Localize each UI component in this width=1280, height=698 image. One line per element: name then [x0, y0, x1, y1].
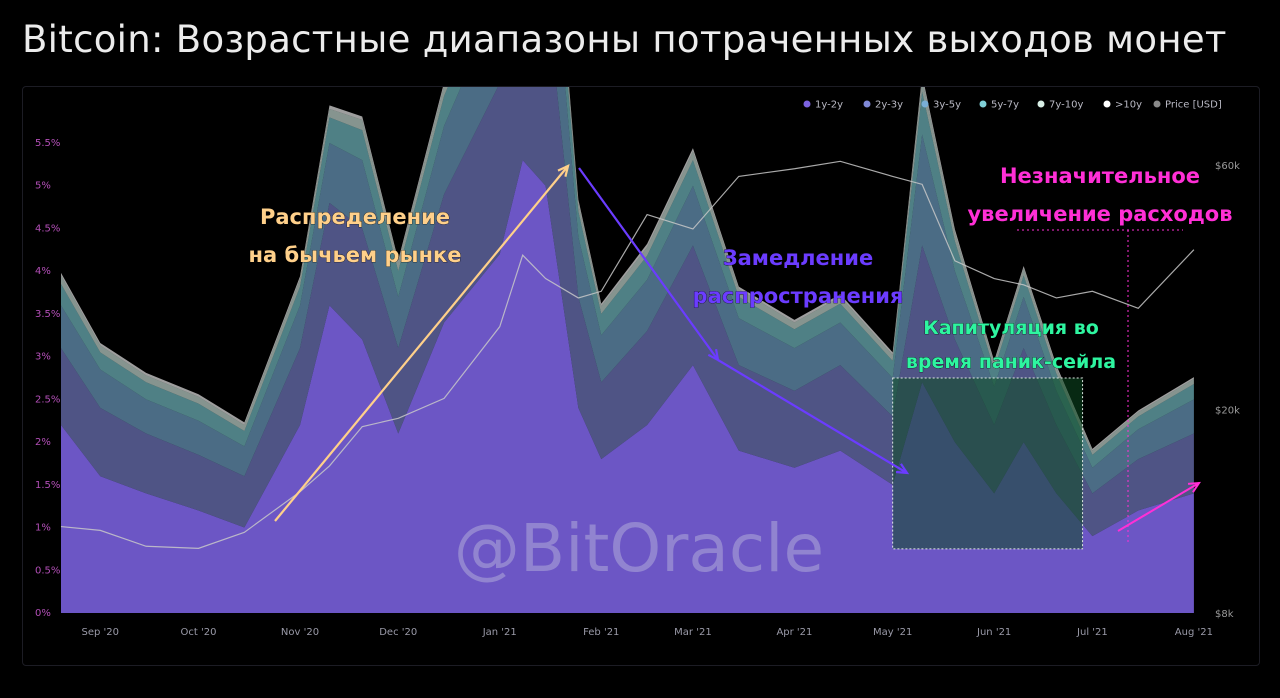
y-left-tick-label: 2.5%	[35, 394, 60, 405]
x-tick-label: Oct '20	[181, 627, 217, 638]
x-tick-label: Dec '20	[379, 627, 417, 638]
legend-label: 2y-3y	[875, 100, 903, 111]
y-left-tick-label: 3.5%	[35, 309, 60, 320]
legend-label: 3y-5y	[933, 100, 961, 111]
legend-label: 1y-2y	[815, 100, 843, 111]
legend-label: >10y	[1115, 100, 1142, 111]
legend-item[interactable]: 2y-3y	[863, 100, 904, 111]
legend-label: 5y-7y	[991, 100, 1019, 111]
legend-item[interactable]: >10y	[1103, 100, 1143, 111]
x-tick-label: Jan '21	[482, 627, 517, 638]
y-left-tick-label: 5.5%	[35, 138, 60, 149]
legend-item[interactable]: 7y-10y	[1037, 100, 1084, 111]
legend-item[interactable]: 1y-2y	[803, 100, 844, 111]
chart-panel: 0% 0.5% 1% 1.5% 2% 2.5% 3% 3.5% 4% 4.5% 5% 5.5% $8k $…	[22, 86, 1260, 666]
y-left-tick-label: 4%	[35, 266, 51, 277]
bull-distribution-arrow	[274, 164, 570, 522]
legend-label: Price [USD]	[1165, 100, 1222, 111]
x-tick-label: Jun '21	[976, 627, 1011, 638]
legend: 1y-2y 2y-3y 3y-5y 5y-7y 7y-10y >10y Price [USD…	[803, 100, 1222, 111]
y-left-tick-label: 2%	[35, 437, 51, 448]
capitulation-label-line-1: Капитуляция во	[923, 317, 1099, 339]
capitulation-highlight	[892, 377, 1084, 550]
area-3y5y-layer	[61, 87, 1194, 494]
x-tick-label: May '21	[873, 627, 912, 638]
chart-svg: 0% 0.5% 1% 1.5% 2% 2.5% 3% 3.5% 4% 4.5% 5% 5.5% $8k $…	[35, 87, 1240, 638]
x-tick-label: Feb '21	[583, 627, 619, 638]
capitulation-box	[892, 377, 1084, 550]
x-tick-label: Nov '20	[281, 627, 319, 638]
watermark: @BitOracle	[454, 510, 824, 587]
x-tick-label: Mar '21	[674, 627, 712, 638]
y-right-tick-label: $8k	[1215, 609, 1234, 620]
price-line	[60, 160, 1195, 549]
y-right-tick-label: $60k	[1215, 161, 1240, 172]
x-tick-label: Jul '21	[1076, 627, 1108, 638]
y-right-tick-label: $20k	[1215, 405, 1240, 416]
y-left-tick-label: 5%	[35, 181, 51, 192]
minor-increase-guide	[1017, 229, 1183, 542]
x-tick-label: Apr '21	[776, 627, 812, 638]
legend-item[interactable]: 3y-5y	[921, 100, 962, 111]
bull-distribution-label-line-2: на бычьем рынке	[248, 243, 461, 267]
minor-increase-label-line-1: Незначительное	[1000, 164, 1200, 188]
y-left-tick-label: 3%	[35, 352, 51, 363]
y-left-tick-label: 1.5%	[35, 480, 60, 491]
y-left-tick-label: 0.5%	[35, 565, 60, 576]
capitulation-label-line-2: время паник-сейла	[906, 351, 1116, 373]
y-left-tick-label: 4.5%	[35, 223, 60, 234]
y-left-tick-label: 1%	[35, 523, 51, 534]
y-left-tick-label: 0%	[35, 608, 51, 619]
legend-label: 7y-10y	[1049, 100, 1083, 111]
price-layer	[60, 160, 1195, 549]
slowdown-label-line-1: Замедление	[723, 246, 874, 270]
chart-title: Bitcoin: Возрастные диапазоны потраченны…	[22, 18, 1227, 61]
x-tick-label: Aug '21	[1175, 627, 1213, 638]
minor-increase-arrow	[1117, 481, 1201, 532]
axes: 0% 0.5% 1% 1.5% 2% 2.5% 3% 3.5% 4% 4.5% 5% 5.5% $8k $…	[35, 138, 1240, 638]
annotations: Распределение на бычьем рынке Замедление ра…	[248, 164, 1233, 587]
slowdown-label-line-2: распространения	[693, 284, 904, 308]
minor-increase-label-line-2: увеличение расходов	[967, 202, 1232, 226]
slowdown-arrow-2	[717, 359, 910, 475]
legend-item[interactable]: 5y-7y	[979, 100, 1020, 111]
x-tick-label: Sep '20	[82, 627, 120, 638]
bull-distribution-label-line-1: Распределение	[260, 205, 450, 229]
legend-item[interactable]: Price [USD]	[1153, 100, 1222, 111]
